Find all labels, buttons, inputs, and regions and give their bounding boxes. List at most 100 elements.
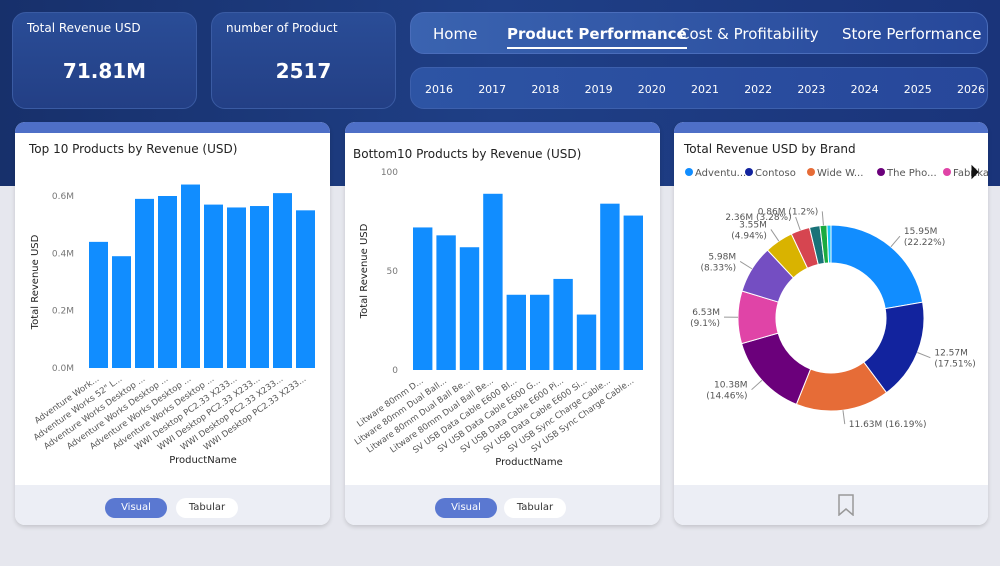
legend-item: Contoso <box>755 168 796 179</box>
year-2019[interactable]: 2019 <box>584 83 613 96</box>
data-label: 3.55M <box>739 220 767 230</box>
year-2016[interactable]: 2016 <box>425 83 453 96</box>
bar <box>135 198 154 368</box>
x-axis-title: ProductName <box>169 455 236 466</box>
bar <box>112 256 131 368</box>
chart-title: Bottom10 Products by Revenue (USD) <box>353 147 582 161</box>
legend-next-arrow-icon <box>971 164 979 180</box>
year-2025[interactable]: 2025 <box>903 83 932 96</box>
label-leader <box>770 229 780 242</box>
bar <box>506 294 526 370</box>
y-axis-title: Total Revenue USD <box>359 223 370 319</box>
bar <box>530 294 550 370</box>
data-label: 6.53M <box>692 308 720 318</box>
kpi-value: 71.81M <box>62 59 147 83</box>
legend-marker <box>943 168 951 176</box>
page-navigation: Home Product Performance Cost & Profitab… <box>410 12 988 54</box>
label-leader <box>821 211 824 226</box>
y-tick-label: 0.4M <box>52 249 74 259</box>
nav-cost-profitability[interactable]: Cost & Profitability <box>679 25 819 43</box>
nav-home[interactable]: Home <box>433 25 478 43</box>
kpi-value: 2517 <box>275 59 332 83</box>
kpi-label: Total Revenue USD <box>27 21 141 35</box>
year-slicer: 2016 2017 2018 2019 2020 2021 2022 2023 2024 2025… <box>410 67 988 109</box>
bar <box>413 227 433 370</box>
legend-marker <box>745 168 753 176</box>
label-leader <box>842 410 846 425</box>
visual-button[interactable]: Visual <box>105 498 167 518</box>
data-label-percent: (22.22%) <box>904 238 945 248</box>
bar <box>250 206 269 368</box>
bar <box>158 196 177 368</box>
bar <box>204 204 223 368</box>
label-leader <box>795 216 801 231</box>
bar <box>553 278 573 370</box>
data-label-percent: (4.94%) <box>731 231 767 241</box>
bar <box>273 193 292 368</box>
data-label-percent: (9.1%) <box>690 319 720 329</box>
nav-product-performance[interactable]: Product Performance <box>507 25 687 49</box>
donut-slice <box>826 224 832 264</box>
legend-marker <box>685 168 693 176</box>
data-label: 10.38M <box>714 381 748 391</box>
y-tick-label: 0.2M <box>52 307 74 317</box>
legend-item: Fabrikam <box>953 168 988 179</box>
tabular-button[interactable]: Tabular <box>504 498 566 518</box>
y-tick-label: 100 <box>381 168 398 178</box>
visual-button[interactable]: Visual <box>435 498 497 518</box>
brand-donut-chart: Adventu... Contoso Wide W... The Pho... Fabr… <box>685 164 988 430</box>
y-tick-label: 0.0M <box>52 364 74 374</box>
data-label-percent: (8.33%) <box>701 263 737 273</box>
bar <box>623 215 643 370</box>
year-2026[interactable]: 2026 <box>957 83 985 96</box>
legend-marker <box>877 168 885 176</box>
bar <box>436 235 456 370</box>
bar <box>483 193 503 370</box>
year-2020[interactable]: 2020 <box>637 83 666 96</box>
data-label: 11.63M (16.19%) <box>849 420 927 430</box>
data-label: 12.57M <box>934 349 968 359</box>
year-2018[interactable]: 2018 <box>531 83 560 96</box>
chart-title: Top 10 Products by Revenue (USD) <box>29 142 238 156</box>
brand-card: Total Revenue USD by Brand Adventu... Con… <box>674 122 988 525</box>
label-leader <box>739 261 753 270</box>
data-label: 0.86M (1.2%) <box>758 207 819 217</box>
year-2017[interactable]: 2017 <box>478 83 507 96</box>
bar <box>576 314 597 370</box>
bar <box>296 210 315 368</box>
donut-slice <box>740 332 812 405</box>
kpi-label: number of Product <box>226 21 338 35</box>
bottom10-card: Bottom10 Products by Revenue (USD) 0 50 10… <box>345 122 660 525</box>
data-label: 15.95M <box>904 227 938 237</box>
legend-marker <box>807 168 815 176</box>
y-tick-label: 50 <box>387 267 399 277</box>
data-label-percent: (14.46%) <box>706 392 747 402</box>
legend-item: Wide W... <box>817 168 863 179</box>
y-axis-title: Total Revenue USD <box>30 234 41 330</box>
kpi-total-revenue: Total Revenue USD 71.81M <box>12 12 197 109</box>
tabular-button[interactable]: Tabular <box>176 498 238 518</box>
data-label-percent: (17.51%) <box>934 360 975 370</box>
bar <box>89 241 108 368</box>
bookmark-icon[interactable] <box>838 494 854 516</box>
bar <box>600 203 620 370</box>
x-axis-title: ProductName <box>495 457 562 468</box>
nav-store-performance[interactable]: Store Performance <box>842 25 982 43</box>
label-leader <box>751 379 763 391</box>
label-leader <box>890 235 901 248</box>
legend-item: Adventu... <box>695 168 746 179</box>
legend-item: The Pho... <box>886 168 937 179</box>
bar <box>181 184 200 368</box>
year-2021[interactable]: 2021 <box>691 83 719 96</box>
year-2023[interactable]: 2023 <box>797 83 826 96</box>
year-2024[interactable]: 2024 <box>850 83 879 96</box>
bar <box>227 207 246 368</box>
chart-title: Total Revenue USD by Brand <box>684 142 856 156</box>
year-2022[interactable]: 2022 <box>744 83 773 96</box>
top10-card: Top 10 Products by Revenue (USD) 0.0M 0.2… <box>15 122 330 525</box>
data-label: 2.36M (3.28%) <box>725 213 791 223</box>
label-leader <box>917 352 931 359</box>
data-label: 5.98M <box>708 252 736 262</box>
